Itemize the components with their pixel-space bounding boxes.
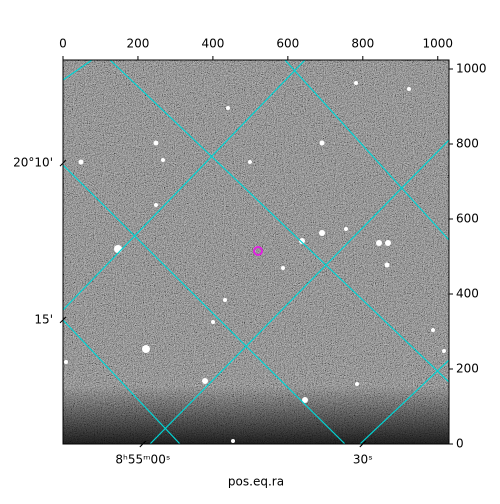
y-tick-label: 400 [456, 287, 479, 301]
y-tick-label: 1000 [456, 62, 487, 76]
dec-tick-label: 15' [34, 312, 53, 326]
x-tick-label: 400 [201, 37, 224, 51]
x-tick-label: 1000 [422, 37, 453, 51]
x-tick-label: 800 [351, 37, 374, 51]
y-tick-label: 200 [456, 362, 479, 376]
ra-tick-label: 30ˢ [353, 453, 373, 467]
x-axis-label: pos.eq.ra [228, 475, 284, 489]
target-marker [253, 246, 263, 256]
sky-image [63, 60, 449, 444]
y-tick-label: 600 [456, 212, 479, 226]
x-tick-label: 200 [126, 37, 149, 51]
dec-tick [59, 316, 67, 324]
coordinate-grid [63, 60, 449, 444]
y-tick-label: 0 [456, 437, 464, 451]
dec-tick [59, 159, 67, 167]
ra-tick-label: 8ʰ55ᵐ00ˢ [115, 453, 170, 467]
x-tick-label: 0 [59, 37, 67, 51]
ra-tick [359, 440, 367, 448]
y-tick-label: 800 [456, 137, 479, 151]
x-tick-label: 600 [276, 37, 299, 51]
dec-tick-label: 20°10' [13, 156, 53, 170]
ra-tick [139, 440, 147, 448]
frame [62, 59, 450, 445]
